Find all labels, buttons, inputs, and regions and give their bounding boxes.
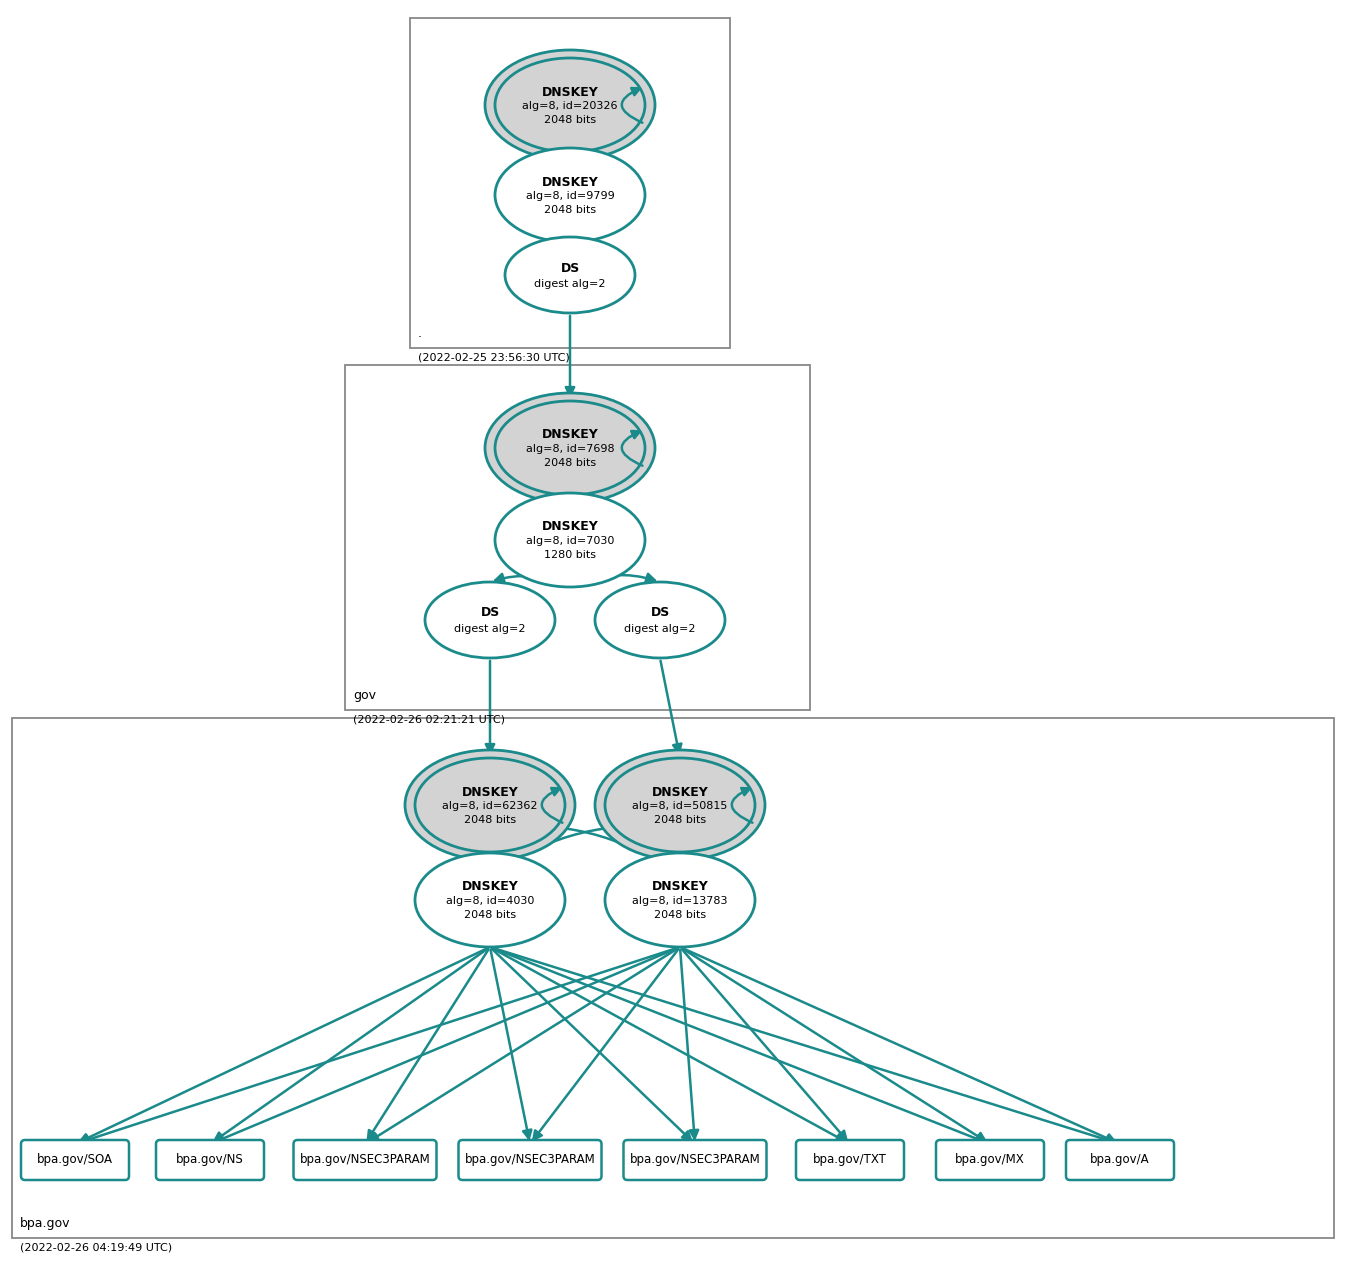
Text: (2022-02-26 02:21:21 UTC): (2022-02-26 02:21:21 UTC) <box>353 714 506 725</box>
Text: .: . <box>418 327 422 340</box>
Text: bpa.gov/NS: bpa.gov/NS <box>176 1154 243 1167</box>
FancyBboxPatch shape <box>936 1140 1044 1180</box>
Text: 2048 bits: 2048 bits <box>464 910 516 920</box>
Text: 2048 bits: 2048 bits <box>464 815 516 826</box>
Ellipse shape <box>415 852 565 947</box>
FancyBboxPatch shape <box>22 1140 128 1180</box>
Text: bpa.gov/A: bpa.gov/A <box>1090 1154 1149 1167</box>
Text: DS: DS <box>650 607 669 620</box>
Text: bpa.gov/SOA: bpa.gov/SOA <box>37 1154 114 1167</box>
FancyBboxPatch shape <box>458 1140 602 1180</box>
Ellipse shape <box>595 750 765 860</box>
Text: DNSKEY: DNSKEY <box>542 428 599 441</box>
Text: gov: gov <box>353 689 376 702</box>
Text: alg=8, id=7698: alg=8, id=7698 <box>526 443 614 454</box>
Bar <box>345 366 810 711</box>
Text: 2048 bits: 2048 bits <box>654 910 706 920</box>
Ellipse shape <box>485 50 654 160</box>
Text: 1280 bits: 1280 bits <box>544 550 596 560</box>
Text: alg=8, id=9799: alg=8, id=9799 <box>526 190 614 201</box>
Text: DS: DS <box>560 262 580 275</box>
FancyBboxPatch shape <box>155 1140 264 1180</box>
Text: bpa.gov/MX: bpa.gov/MX <box>955 1154 1025 1167</box>
Ellipse shape <box>495 148 645 242</box>
Text: (2022-02-26 04:19:49 UTC): (2022-02-26 04:19:49 UTC) <box>20 1242 172 1252</box>
Ellipse shape <box>595 581 725 658</box>
Bar <box>12 718 1334 1238</box>
Text: 2048 bits: 2048 bits <box>544 115 596 125</box>
Text: alg=8, id=13783: alg=8, id=13783 <box>633 896 727 906</box>
FancyBboxPatch shape <box>796 1140 904 1180</box>
Text: DNSKEY: DNSKEY <box>461 786 518 799</box>
Ellipse shape <box>485 394 654 504</box>
Ellipse shape <box>495 493 645 587</box>
Ellipse shape <box>604 758 754 852</box>
Text: alg=8, id=7030: alg=8, id=7030 <box>526 535 614 546</box>
Text: 2048 bits: 2048 bits <box>544 204 596 215</box>
Bar <box>410 18 730 348</box>
FancyBboxPatch shape <box>1065 1140 1174 1180</box>
Ellipse shape <box>506 236 635 313</box>
Text: DNSKEY: DNSKEY <box>542 175 599 188</box>
Text: DNSKEY: DNSKEY <box>542 86 599 98</box>
Text: DS: DS <box>480 607 500 620</box>
Ellipse shape <box>495 58 645 152</box>
FancyBboxPatch shape <box>623 1140 767 1180</box>
Ellipse shape <box>415 758 565 852</box>
Ellipse shape <box>604 852 754 947</box>
Text: bpa.gov: bpa.gov <box>20 1217 70 1229</box>
Text: digest alg=2: digest alg=2 <box>625 624 696 634</box>
Text: alg=8, id=62362: alg=8, id=62362 <box>442 801 538 812</box>
Text: DNSKEY: DNSKEY <box>652 786 708 799</box>
Text: alg=8, id=4030: alg=8, id=4030 <box>446 896 534 906</box>
Ellipse shape <box>425 581 556 658</box>
Ellipse shape <box>495 401 645 495</box>
Text: digest alg=2: digest alg=2 <box>454 624 526 634</box>
Text: DNSKEY: DNSKEY <box>542 520 599 533</box>
Text: DNSKEY: DNSKEY <box>461 881 518 893</box>
Text: digest alg=2: digest alg=2 <box>534 279 606 289</box>
Text: (2022-02-25 23:56:30 UTC): (2022-02-25 23:56:30 UTC) <box>418 351 569 362</box>
Text: bpa.gov/NSEC3PARAM: bpa.gov/NSEC3PARAM <box>300 1154 430 1167</box>
Text: 2048 bits: 2048 bits <box>544 458 596 468</box>
Text: bpa.gov/NSEC3PARAM: bpa.gov/NSEC3PARAM <box>465 1154 595 1167</box>
Text: 2048 bits: 2048 bits <box>654 815 706 826</box>
Text: DNSKEY: DNSKEY <box>652 881 708 893</box>
Ellipse shape <box>406 750 575 860</box>
FancyBboxPatch shape <box>293 1140 437 1180</box>
Text: alg=8, id=50815: alg=8, id=50815 <box>633 801 727 812</box>
Text: alg=8, id=20326: alg=8, id=20326 <box>522 101 618 111</box>
Text: bpa.gov/TXT: bpa.gov/TXT <box>813 1154 887 1167</box>
Text: bpa.gov/NSEC3PARAM: bpa.gov/NSEC3PARAM <box>630 1154 760 1167</box>
